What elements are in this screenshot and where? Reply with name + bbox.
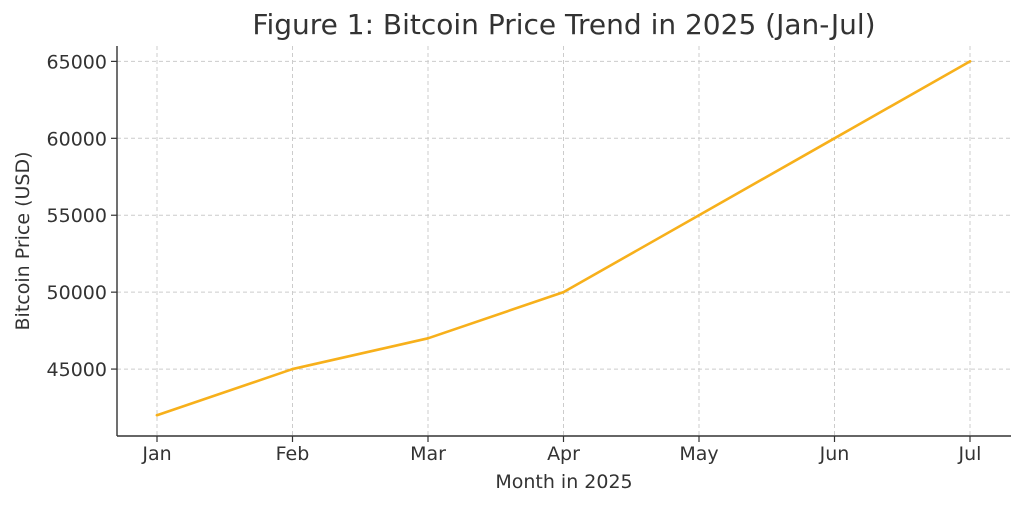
data-point-jan xyxy=(155,413,159,417)
y-tick-label-65000: 65000 xyxy=(47,51,107,73)
series-layer xyxy=(155,60,972,417)
y-tick-label-55000: 55000 xyxy=(47,205,107,227)
data-point-apr xyxy=(562,290,565,294)
data-point-jun xyxy=(833,137,836,140)
x-tick-label-may: May xyxy=(679,443,718,465)
y-tick-label-45000: 45000 xyxy=(47,359,107,381)
x-tick-label-apr: Apr xyxy=(547,443,580,465)
y-axis-title: Bitcoin Price (USD) xyxy=(12,151,34,330)
x-tick-label-feb: Feb xyxy=(276,443,310,465)
y-tick-label-60000: 60000 xyxy=(47,128,107,150)
chart-title: Figure 1: Bitcoin Price Trend in 2025 (J… xyxy=(252,8,875,41)
x-tick-label-jul: Jul xyxy=(958,443,982,465)
data-point-feb xyxy=(291,367,294,371)
x-tick-label-jun: Jun xyxy=(819,443,850,465)
y-tick-labels: 45000 50000 55000 60000 65000 xyxy=(47,51,107,381)
y-tick-label-50000: 50000 xyxy=(47,282,107,304)
x-tick-label-mar: Mar xyxy=(410,443,446,465)
data-point-jul xyxy=(968,60,972,63)
x-axis-title: Month in 2025 xyxy=(495,471,632,493)
data-point-mar xyxy=(426,337,430,340)
x-tick-label-jan: Jan xyxy=(141,443,171,465)
x-tick-labels: Jan Feb Mar Apr May Jun Jul xyxy=(141,443,981,465)
grid-lines xyxy=(117,46,1011,436)
data-point-may xyxy=(697,213,701,217)
axes xyxy=(111,46,1011,442)
